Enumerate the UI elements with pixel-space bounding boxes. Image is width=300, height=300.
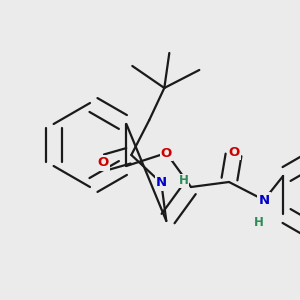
Text: H: H <box>178 175 188 188</box>
Text: O: O <box>98 157 109 169</box>
Text: O: O <box>228 146 240 158</box>
Text: O: O <box>161 146 172 160</box>
Text: N: N <box>156 176 167 190</box>
Text: H: H <box>254 215 264 229</box>
Text: N: N <box>258 194 270 206</box>
